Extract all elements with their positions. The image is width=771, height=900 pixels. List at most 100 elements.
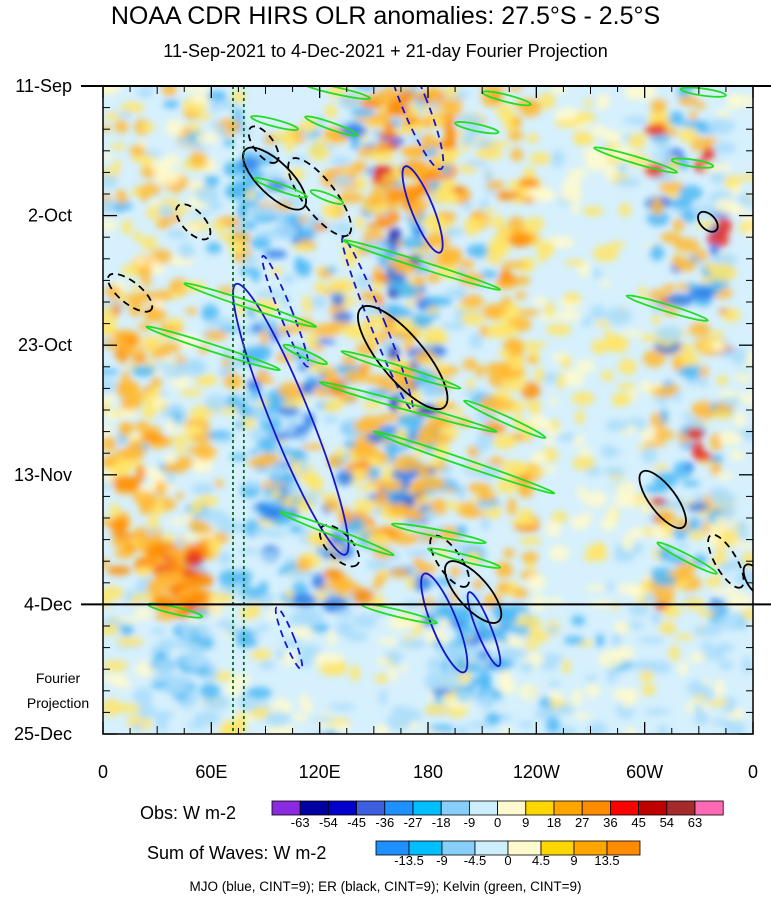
kelvin-contour — [427, 547, 502, 569]
obs-colorbar-tick-label: -36 — [375, 815, 394, 830]
x-tick-label: 0 — [98, 762, 108, 782]
obs-colorbar-swatch — [384, 800, 414, 816]
obs-colorbar-tick-label: -9 — [464, 815, 476, 830]
obs-colorbar-swatch — [356, 800, 386, 816]
obs-colorbar-tick-label: 27 — [575, 815, 589, 830]
kelvin-contour — [656, 541, 718, 575]
plot-axes: 0 60E 120E 180 120W 60W 0 11-Sep 2-Oct 23-Oct 13-N… — [14, 76, 771, 782]
obs-colorbar-swatch — [412, 800, 442, 816]
obs-colorbar-swatch — [327, 800, 357, 816]
obs-colorbar-tick-label: -54 — [319, 815, 338, 830]
obs-colorbar-swatch — [581, 800, 611, 816]
obs-colorbar-swatch — [553, 800, 583, 816]
x-tick-label: 180 — [413, 762, 443, 782]
kelvin-contour — [145, 325, 281, 372]
x-tick-label: 60W — [626, 762, 663, 782]
y-tick-label: 2-Oct — [28, 206, 72, 226]
er-contour — [318, 524, 361, 568]
er-contour — [707, 533, 745, 589]
obs-colorbar-swatch — [299, 800, 329, 816]
mjo-contour — [466, 591, 502, 667]
y-tick-label: 4-Dec — [24, 594, 72, 614]
obs-colorbar-tick-label: 54 — [660, 815, 674, 830]
chart-subtitle: 11-Sep-2021 to 4-Dec-2021 + 21-day Fouri… — [163, 41, 608, 61]
y-tick-label: 23-Oct — [18, 335, 72, 355]
er-contour — [697, 210, 719, 233]
obs-colorbar-swatch — [271, 800, 301, 816]
obs-colorbar-tick-label: 45 — [631, 815, 645, 830]
waves-colorbar-tick-label: -4.5 — [464, 853, 486, 868]
kelvin-contour — [309, 189, 345, 205]
kelvin-contour — [282, 343, 328, 366]
x-tick-label: 120E — [299, 762, 341, 782]
waves-colorbar-label: Sum of Waves: W m-2 — [147, 843, 327, 863]
waves-colorbar-tick-label: -13.5 — [394, 853, 424, 868]
mjo-contour — [382, 86, 445, 171]
kelvin-contour — [340, 350, 462, 390]
waves-colorbar-tick-label: -9 — [436, 853, 448, 868]
mjo-contour — [261, 254, 310, 368]
kelvin-contour — [593, 146, 679, 174]
kelvin-contour — [390, 522, 487, 545]
x-tick-label: 120W — [513, 762, 560, 782]
obs-colorbar-swatch — [694, 800, 724, 816]
kelvin-contour — [318, 381, 498, 433]
x-tick-label: 0 — [748, 762, 758, 782]
er-contour — [242, 146, 307, 211]
kelvin-contour — [300, 86, 372, 100]
mjo-contour — [274, 606, 304, 671]
mjo-contour — [401, 165, 444, 254]
waves-colorbar-tick-label: 0 — [504, 853, 511, 868]
obs-colorbar-swatch — [440, 800, 470, 816]
er-contour — [106, 272, 154, 313]
waves-colorbar-tick-label: 9 — [570, 853, 577, 868]
y-tick-label: 11-Sep — [15, 76, 72, 96]
kelvin-contour — [463, 399, 547, 439]
obs-colorbar-tick-label: 9 — [522, 815, 529, 830]
projection-label-line1: Fourier — [35, 670, 81, 686]
obs-colorbar-swatch — [666, 800, 696, 816]
kelvin-contour — [670, 157, 715, 169]
kelvin-contour — [279, 510, 395, 557]
obs-colorbar-swatch — [497, 800, 527, 816]
mjo-contour — [420, 572, 469, 674]
er-contour — [247, 125, 280, 164]
kelvin-contour — [454, 121, 500, 135]
obs-colorbar-tick-label: -18 — [432, 815, 451, 830]
obs-colorbar-swatch — [638, 800, 668, 816]
kelvin-contour — [679, 86, 727, 98]
waves-colorbar-swatch — [606, 840, 641, 856]
colorbars: -63 -54 -45 -36 -27 -18 -9 0 9 18 27 36 45 54 63-13.5-… — [271, 800, 724, 868]
obs-colorbar-tick-label: 36 — [603, 815, 617, 830]
obs-colorbar-swatch — [525, 800, 555, 816]
er-contour — [429, 534, 471, 588]
chart-title: NOAA CDR HIRS OLR anomalies: 27.5°S - 2.… — [110, 2, 661, 30]
y-tick-label: 25-Dec — [14, 724, 72, 744]
obs-colorbar-tick-label: 63 — [688, 815, 702, 830]
obs-colorbar-tick-label: -63 — [291, 815, 310, 830]
contour-legend-footnote: MJO (blue, CINT=9); ER (black, CINT=9); … — [189, 879, 582, 894]
er-contour — [444, 560, 503, 624]
wave-contours — [106, 86, 753, 734]
kelvin-contour — [253, 177, 308, 199]
x-tick-label: 60E — [195, 762, 227, 782]
obs-colorbar-tick-label: 0 — [494, 815, 501, 830]
obs-colorbar-swatch — [468, 800, 498, 816]
mjo-contour — [232, 282, 350, 556]
er-contour — [638, 469, 687, 530]
obs-colorbar-tick-label: 18 — [547, 815, 561, 830]
kelvin-contour — [342, 239, 502, 291]
er-contour — [175, 203, 212, 241]
obs-colorbar-label: Obs: W m-2 — [140, 803, 237, 823]
waves-colorbar-tick-label: 13.5 — [594, 853, 619, 868]
olr-anomaly-field — [103, 86, 753, 734]
obs-colorbar-swatch — [610, 800, 640, 816]
kelvin-contour — [183, 282, 317, 328]
er-contour — [357, 305, 449, 411]
y-tick-label: 13-Nov — [14, 465, 72, 485]
waves-colorbar-tick-label: 4.5 — [532, 853, 550, 868]
obs-colorbar-tick-label: -45 — [347, 815, 366, 830]
obs-colorbar-tick-label: -27 — [404, 815, 423, 830]
kelvin-contour — [625, 294, 709, 322]
er-contour — [742, 563, 753, 596]
